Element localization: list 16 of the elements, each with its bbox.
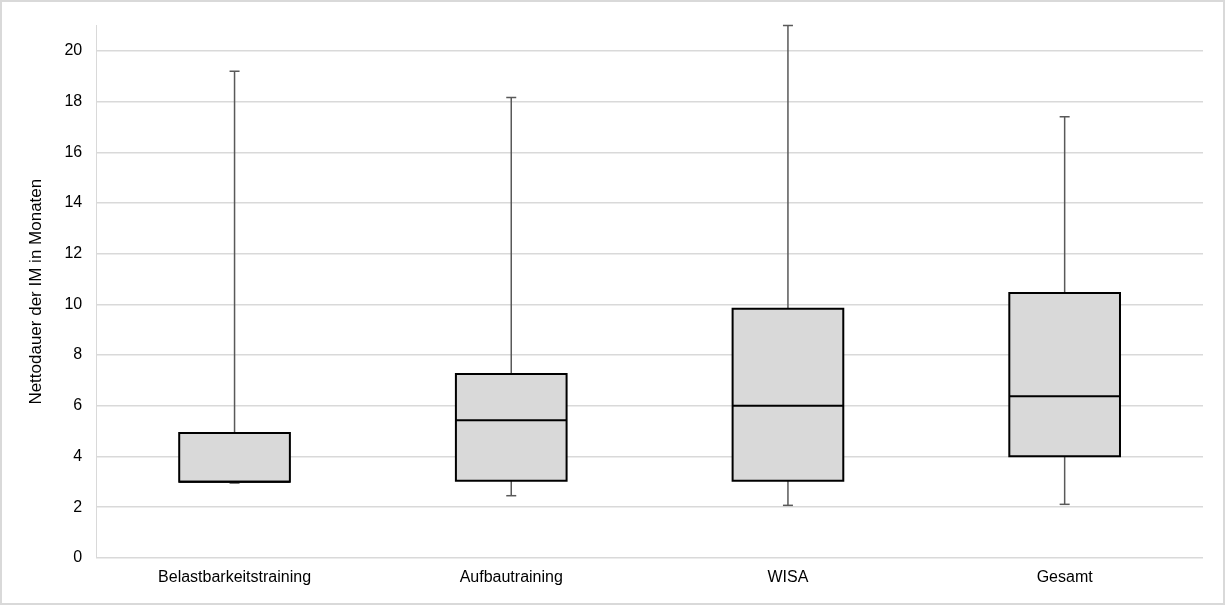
y-tick-label: 4 [73, 446, 83, 464]
y-tick-label: 2 [73, 497, 83, 515]
x-tick-label: WISA [767, 567, 809, 585]
x-tick-label: Aufbautraining [459, 567, 563, 585]
y-tick-label: 16 [64, 142, 83, 160]
y-tick-label: 14 [64, 193, 83, 211]
y-tick-label: 18 [64, 92, 83, 110]
y-tick-label: 20 [64, 41, 83, 59]
y-axis-title: Nettodauer der IM in Monaten [25, 178, 45, 405]
y-tick-label: 10 [64, 294, 83, 312]
y-tick-label: 6 [73, 396, 83, 414]
x-tick-label: Gesamt [1036, 567, 1094, 585]
x-tick-label: Belastbarkeitstraining [158, 567, 312, 585]
y-tick-label: 8 [73, 345, 83, 363]
y-tick-label: 12 [64, 244, 83, 262]
y-tick-label: 0 [73, 548, 83, 566]
